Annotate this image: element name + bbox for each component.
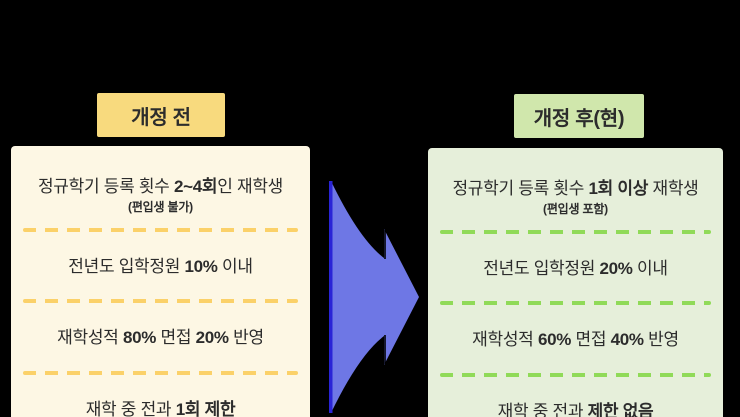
before-panel: 정규학기 등록 횟수 2~4회인 재학생 (편입생 불가) 전년도 입학정원 1… — [11, 146, 310, 417]
dashed-divider — [23, 228, 298, 232]
before-eligibility-note: (편입생 불가) — [128, 199, 193, 214]
before-row-evaluation: 재학성적 80% 면접 20% 반영 — [11, 303, 310, 371]
dashed-divider — [440, 301, 711, 305]
before-row-quota: 전년도 입학정원 10% 이내 — [11, 232, 310, 300]
after-evaluation-text: 재학성적 60% 면접 40% 반영 — [472, 329, 679, 349]
after-transfer-limit-text: 재학 중 전과 제한 없음 — [497, 401, 654, 417]
after-header-badge: 개정 후(현) — [514, 94, 644, 138]
after-eligibility-text: 정규학기 등록 횟수 1회 이상 재학생 — [452, 178, 699, 198]
dashed-divider — [440, 373, 711, 377]
after-row-transfer-limit: 재학 중 전과 제한 없음 — [428, 377, 723, 417]
before-quota-text: 전년도 입학정원 10% 이내 — [68, 256, 253, 276]
before-evaluation-text: 재학성적 80% 면접 20% 반영 — [57, 327, 264, 347]
before-transfer-limit-text: 재학 중 전과 1회 제한 — [85, 399, 236, 417]
before-row-eligibility: 정규학기 등록 횟수 2~4회인 재학생 (편입생 불가) — [11, 160, 310, 230]
after-row-quota: 전년도 입학정원 20% 이내 — [428, 234, 723, 302]
after-eligibility-note: (편입생 포함) — [543, 201, 608, 216]
dashed-divider — [440, 230, 711, 234]
before-eligibility-text: 정규학기 등록 횟수 2~4회인 재학생 — [37, 176, 284, 196]
dashed-divider — [23, 371, 298, 375]
after-row-eligibility: 정규학기 등록 횟수 1회 이상 재학생 (편입생 포함) — [428, 162, 723, 232]
after-header-label: 개정 후(현) — [533, 107, 625, 130]
before-row-transfer-limit: 재학 중 전과 1회 제한 — [11, 375, 310, 417]
before-header-badge: 개정 전 — [97, 93, 225, 137]
dashed-divider — [23, 299, 298, 303]
after-panel: 정규학기 등록 횟수 1회 이상 재학생 (편입생 포함) 전년도 입학정원 2… — [428, 148, 723, 417]
after-row-evaluation: 재학성적 60% 면접 40% 반영 — [428, 305, 723, 373]
before-header-label: 개정 전 — [131, 106, 191, 129]
after-quota-text: 전년도 입학정원 20% 이내 — [483, 258, 668, 278]
transition-right-arrow-icon — [329, 181, 419, 413]
